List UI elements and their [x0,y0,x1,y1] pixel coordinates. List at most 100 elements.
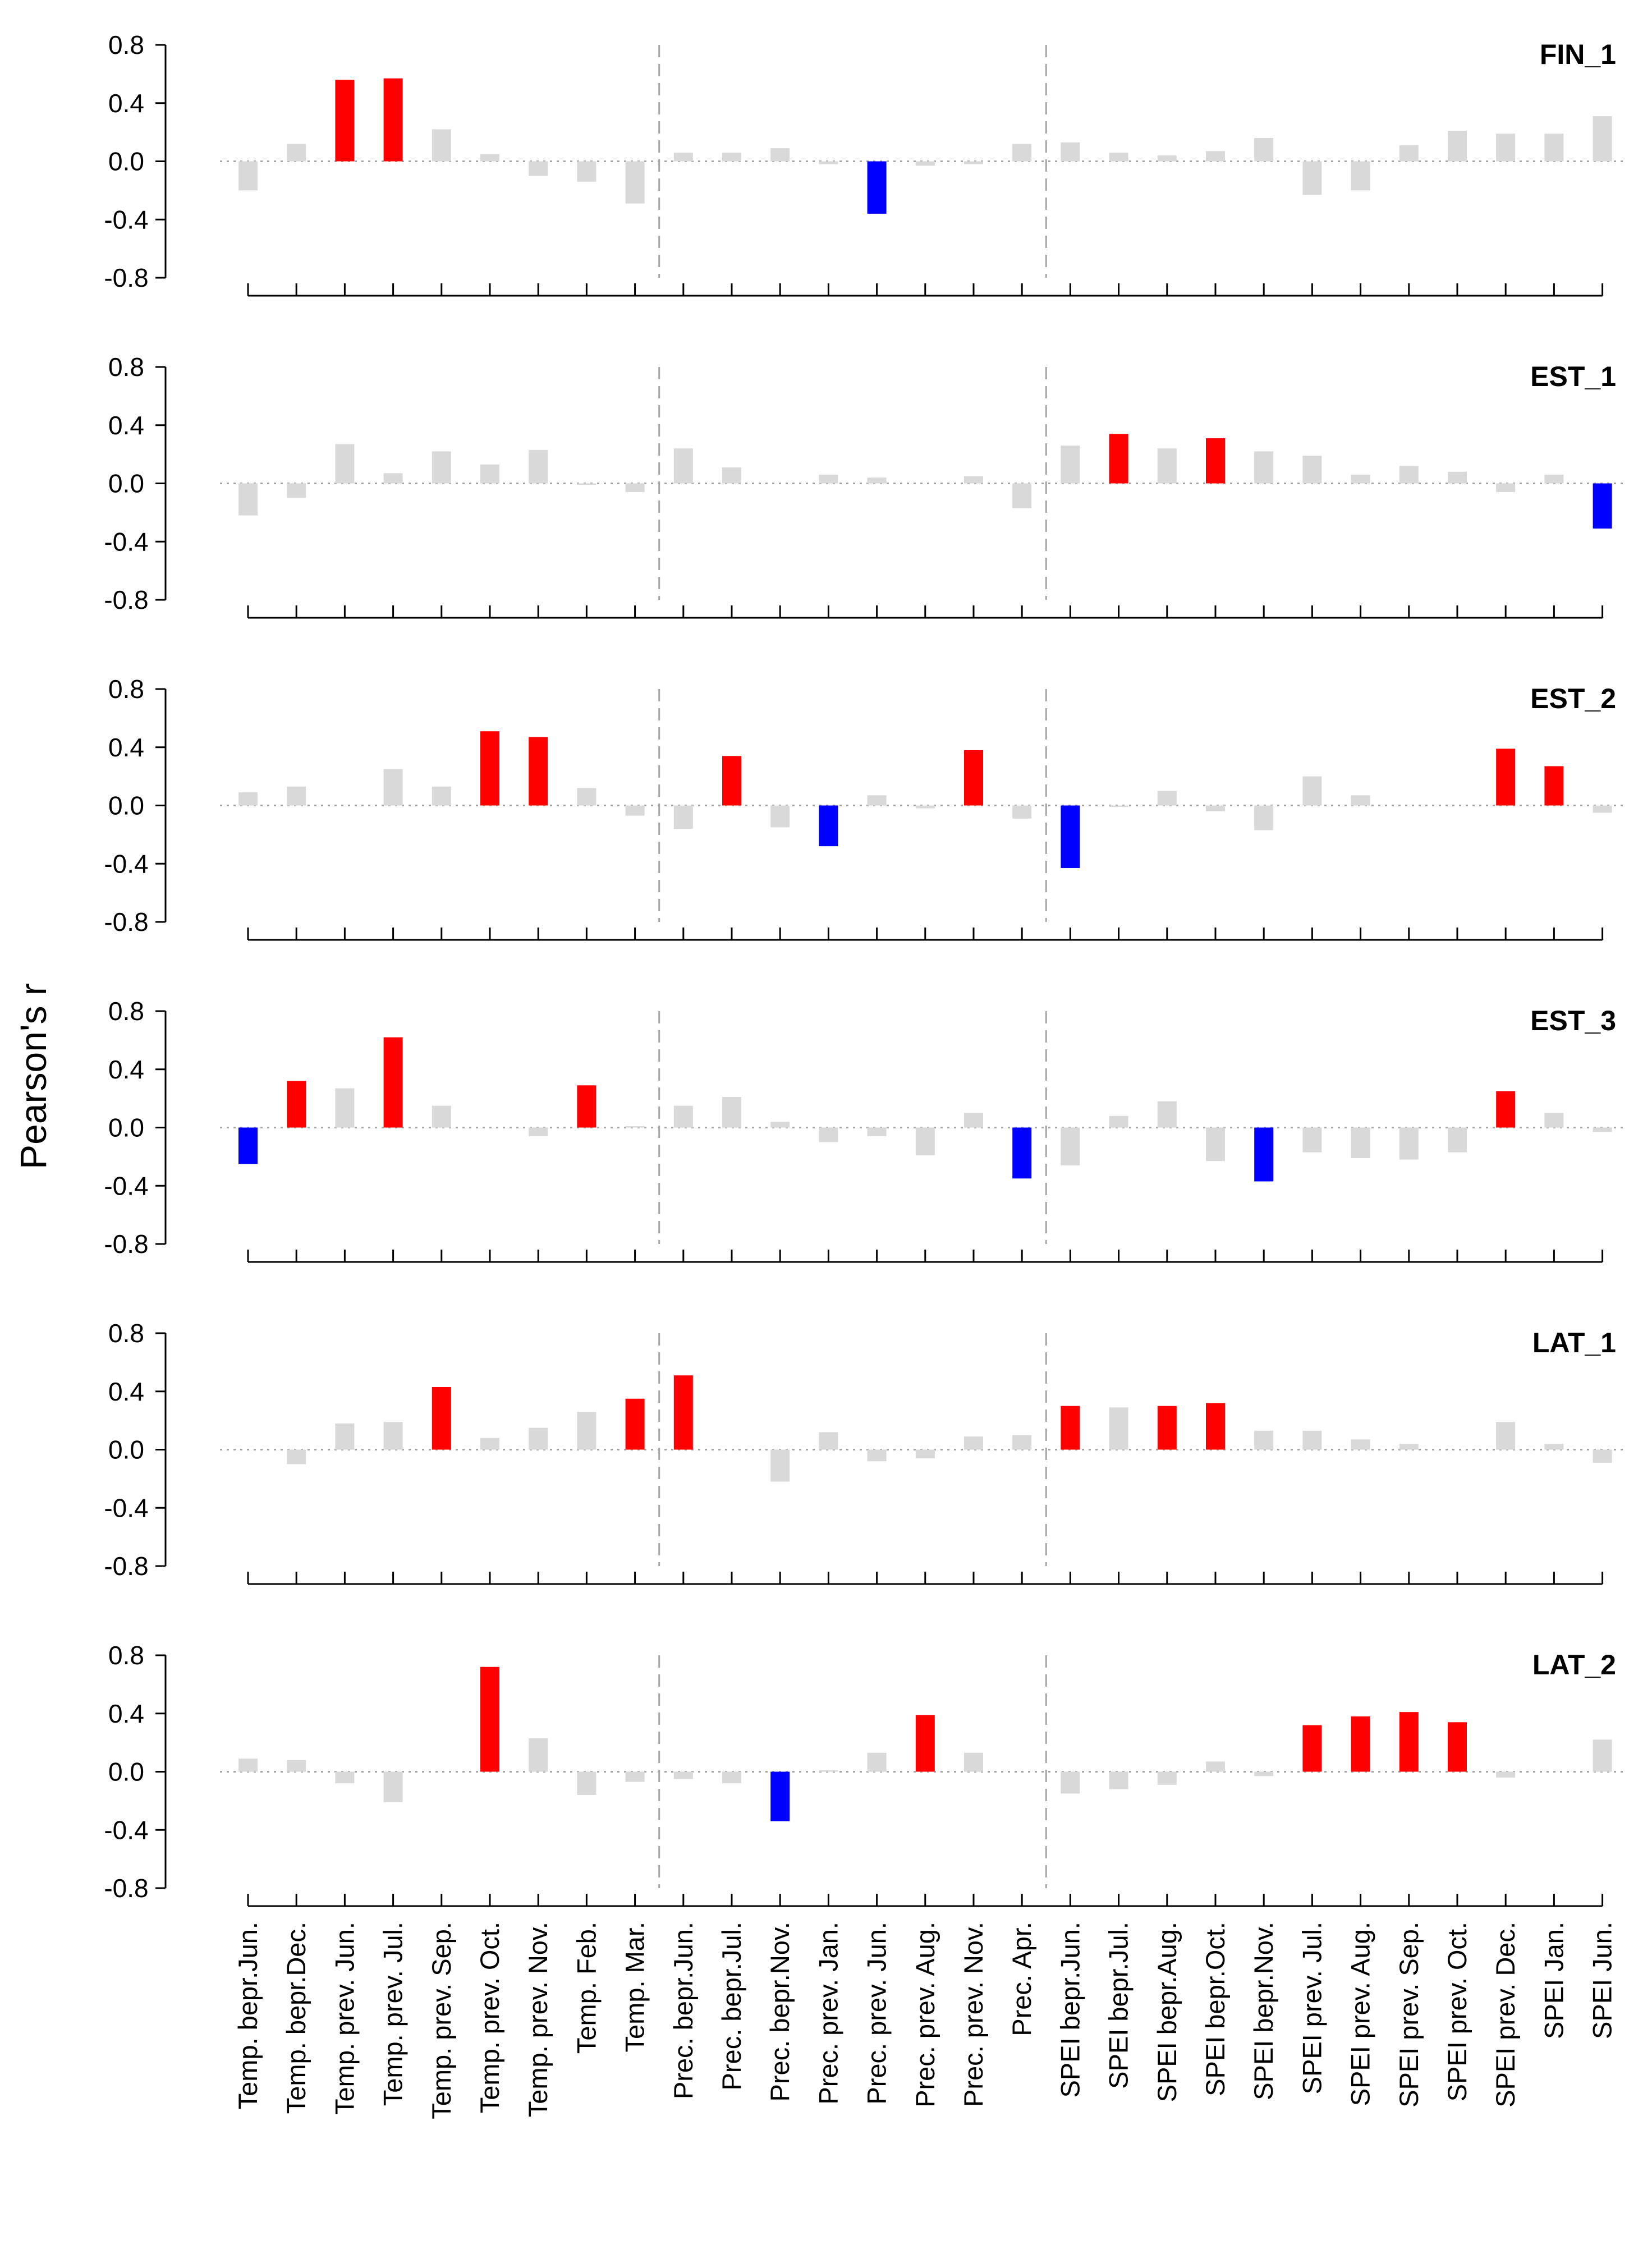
bar [383,1771,403,1802]
y-tick-label: 0.0 [108,1757,144,1787]
bar [673,1375,693,1450]
y-tick-label: 0.8 [108,1641,144,1670]
y-tick-label: 0.4 [108,89,144,118]
bar [1157,791,1177,806]
bar [335,444,355,484]
category-label: Temp. Mar. [620,1922,650,2052]
y-tick-label: -0.8 [104,263,148,292]
bar [915,1449,935,1459]
bar [577,788,596,806]
bar [238,1127,258,1164]
y-tick-label: 0.4 [108,1055,144,1084]
bar [1448,1722,1467,1772]
bar [1399,1127,1419,1160]
category-label: Prec. bepr.Nov. [765,1922,795,2101]
bar [1206,438,1225,484]
bar [238,1759,258,1772]
y-tick-label: -0.4 [104,1493,148,1522]
y-tick-label: 0.4 [108,411,144,440]
y-tick-label: 0.4 [108,1377,144,1406]
category-label: Temp. prev. Sep. [426,1922,456,2119]
bar [383,78,403,162]
bar [383,769,403,806]
category-label: Temp. prev. Jun. [329,1922,359,2115]
category-label: SPEI prev. Sep. [1394,1922,1424,2108]
bar [432,451,451,484]
bar [1254,138,1274,162]
category-label: Prec. Apr. [1007,1922,1036,2036]
bar [722,1771,741,1784]
bar [1012,1127,1032,1179]
bar [770,805,790,828]
bar [915,1127,935,1155]
bar [577,1771,596,1795]
category-label: SPEI bepr.Aug. [1152,1922,1182,2102]
category-label: SPEI Jan. [1539,1922,1568,2039]
category-label: SPEI bepr.Oct. [1200,1922,1230,2096]
bar [1593,1739,1612,1772]
bar [577,161,596,182]
bar [1544,1113,1564,1128]
bar [867,1127,887,1137]
y-tick-label: -0.4 [104,1815,148,1844]
bar [1593,1449,1612,1463]
bar [915,161,935,166]
category-label: Temp. Feb. [571,1922,601,2054]
category-label: SPEI prev. Aug. [1346,1922,1375,2106]
bar [1012,483,1032,508]
bar [625,805,645,816]
bar [1496,749,1516,806]
bar [1351,161,1370,191]
bar [625,161,645,204]
category-labels: Temp. bepr.Jun. Temp. bepr.Dec. Temp. prev… [233,1922,1617,2119]
bar [432,786,451,806]
bar [625,1771,645,1782]
bar [287,1449,306,1464]
bar [1448,471,1467,484]
bar [915,805,935,809]
y-tick-label: 0.0 [108,1435,144,1464]
bar [1157,1406,1177,1450]
bar [722,756,741,806]
bar [1157,1771,1177,1785]
bar [1448,131,1467,162]
bar [1496,1091,1516,1128]
bar [383,1422,403,1450]
bar [1399,145,1419,162]
y-tick-label: 0.0 [108,469,144,498]
bar [915,1715,935,1772]
bar [1012,805,1032,819]
category-label: SPEI prev. Dec. [1490,1922,1520,2108]
bar [964,161,983,164]
bar [577,1412,596,1450]
y-tick-label: 0.0 [108,791,144,820]
category-label: Prec. prev. Jun. [862,1922,892,2105]
bar [625,1398,645,1450]
bar [1496,134,1516,162]
bar [383,1037,403,1128]
bar [1061,805,1080,869]
panel-lat-2: 0.8 0.4 0.0 -0.4 -0.8 LAT_2 [104,1641,1627,1907]
category-label: Temp. bepr.Dec. [281,1922,311,2114]
bar [287,483,306,498]
bar [722,152,741,162]
bar [1399,466,1419,484]
bar [1109,434,1128,484]
bar [819,474,838,484]
bar [1593,483,1612,529]
bar [1496,1771,1516,1778]
bar [1399,1444,1419,1450]
bar [480,154,499,162]
bar [1157,1101,1177,1128]
bar [529,1427,548,1450]
bar [964,1436,983,1450]
panel-title: LAT_1 [1532,1327,1616,1358]
bar [1109,805,1128,807]
bar [480,464,499,484]
bar [1302,1725,1322,1772]
bar [529,1738,548,1772]
bar [1448,1127,1467,1153]
category-label: SPEI prev. Jul. [1297,1922,1327,2094]
bar [625,483,645,493]
bar [1254,1127,1274,1182]
